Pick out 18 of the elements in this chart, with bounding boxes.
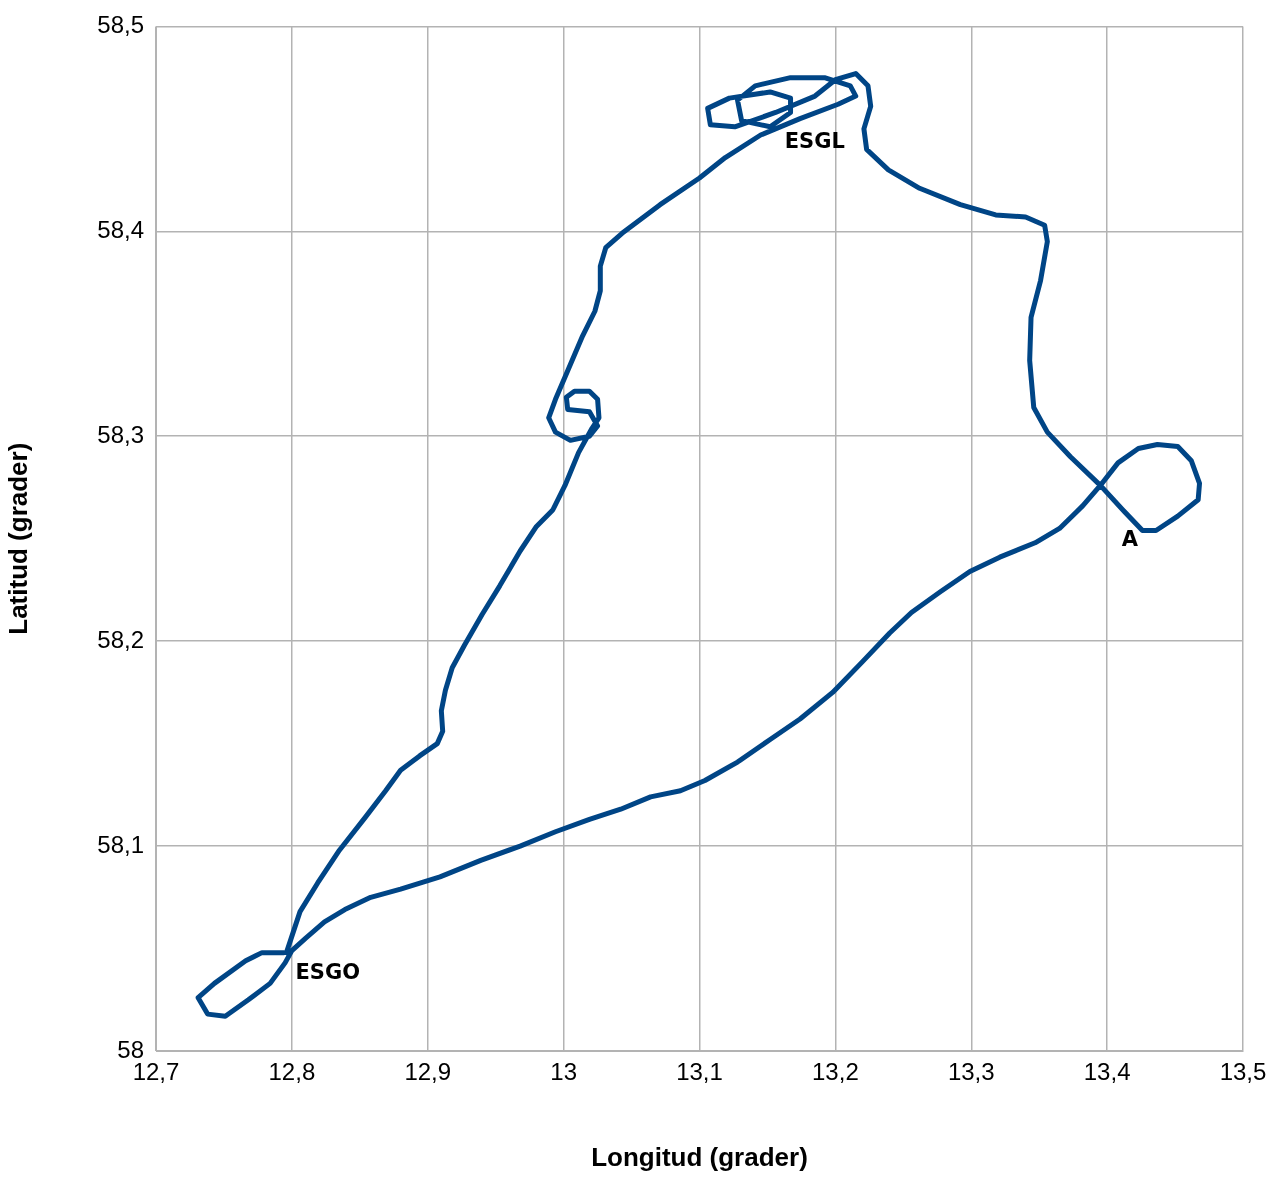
y-tick-label: 58,5 [97,11,144,39]
y-tick-label: 58,3 [97,420,144,448]
x-tick-label: 13,5 [1219,1058,1267,1086]
x-tick-label: 13 [550,1058,577,1086]
x-tick-label: 12,8 [268,1058,316,1086]
x-axis-title: Longitud (grader) [591,1141,808,1172]
x-tick-label: 13,3 [947,1058,995,1086]
x-tick-label: 12,9 [404,1058,452,1086]
x-tick-label: 13,4 [1083,1058,1131,1086]
annotation: ESGO [295,959,361,984]
y-tick-label: 58,2 [97,625,144,653]
x-tick-label: 13,2 [812,1058,859,1086]
annotation: A [1121,527,1139,552]
y-axis-title: Latitud (grader) [2,442,33,635]
y-tick-label: 58,1 [97,830,144,858]
annotation: ESGL [784,128,845,153]
y-tick-label: 58,4 [97,215,144,243]
x-tick-label: 13,1 [676,1058,723,1086]
